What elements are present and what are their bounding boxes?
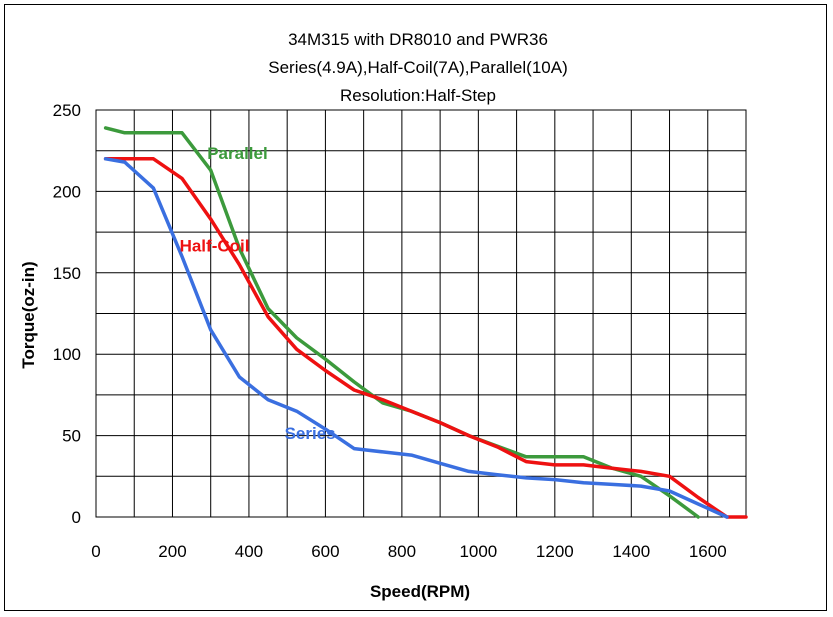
x-tick-label: 200 <box>158 542 186 561</box>
x-tick-label: 0 <box>91 542 100 561</box>
x-tick-label: 400 <box>235 542 263 561</box>
series-label-half-coil: Half-Coil <box>180 237 250 256</box>
axis-ticks: 0 200 400 600 800 1000 1200 1400 1600 0 50 100 150 20… <box>53 101 727 561</box>
series-label-series: Series <box>285 424 336 443</box>
chart-title-line-3: Resolution:Half-Step <box>340 86 496 105</box>
x-tick-label: 1200 <box>536 542 574 561</box>
x-tick-label: 1000 <box>459 542 497 561</box>
chart-title-line-2: Series(4.9A),Half-Coil(7A),Parallel(10A) <box>268 58 567 77</box>
y-axis-label: Torque(oz-in) <box>19 261 38 368</box>
series-lines <box>103 126 748 519</box>
chart-title: 34M315 with DR8010 and PWR36 Series(4.9A… <box>268 30 567 105</box>
series-labels: Parallel Half-Coil Series <box>180 144 336 443</box>
grid-lines <box>96 109 746 517</box>
y-tick-label: 200 <box>53 182 81 201</box>
chart-title-line-1: 34M315 with DR8010 and PWR36 <box>288 30 548 49</box>
y-tick-label: 150 <box>53 264 81 283</box>
series-line-half-coil <box>103 157 748 519</box>
plot-area-border <box>95 109 747 518</box>
series-label-parallel: Parallel <box>207 144 268 163</box>
x-axis-label: Speed(RPM) <box>370 582 470 601</box>
y-tick-label: 100 <box>53 345 81 364</box>
x-tick-label: 1400 <box>612 542 650 561</box>
y-tick-label: 250 <box>53 101 81 120</box>
y-tick-label: 0 <box>72 508 81 527</box>
x-tick-label: 1600 <box>689 542 727 561</box>
y-tick-label: 50 <box>62 427 81 446</box>
x-tick-label: 600 <box>311 542 339 561</box>
x-tick-label: 800 <box>388 542 416 561</box>
series-line-series <box>103 157 729 519</box>
